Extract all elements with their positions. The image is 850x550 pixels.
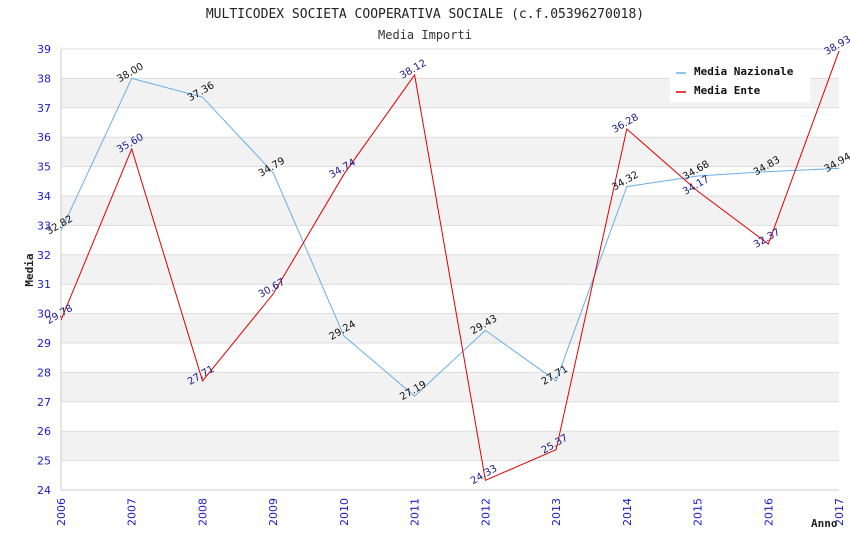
- y-tick-label: 36: [37, 131, 51, 144]
- y-tick-label: 27: [37, 396, 51, 409]
- plot-bands: [61, 78, 839, 461]
- y-tick-label: 37: [37, 102, 51, 115]
- x-tick-label: 2006: [55, 498, 68, 526]
- y-tick-label: 30: [37, 308, 51, 321]
- y-tick-label: 39: [37, 43, 51, 56]
- x-tick-label: 2016: [762, 498, 775, 526]
- x-tick-label: 2014: [621, 498, 634, 526]
- plot-band: [61, 372, 839, 402]
- y-tick-label: 34: [37, 190, 51, 203]
- y-tick-label: 29: [37, 337, 51, 350]
- y-tick-label: 24: [37, 484, 51, 497]
- y-tick-label: 28: [37, 366, 51, 379]
- x-tick-label: 2011: [409, 498, 422, 526]
- plot-axes: [60, 49, 839, 491]
- plot-band: [61, 431, 839, 461]
- x-tick-label: 2009: [267, 498, 280, 526]
- y-tick-label: 26: [37, 425, 51, 438]
- chart-title: MULTICODEX SOCIETA COOPERATIVA SOCIALE (…: [206, 7, 644, 22]
- y-tick-label: 38: [37, 72, 51, 85]
- y-tick-label: 25: [37, 455, 51, 468]
- plot-band: [61, 196, 839, 226]
- plot-band: [61, 137, 839, 167]
- x-tick-label: 2007: [126, 498, 139, 526]
- data-label: 24.33: [469, 463, 499, 487]
- x-tick-label: 2015: [692, 498, 705, 526]
- data-label: 32.82: [45, 214, 75, 238]
- legend: Media Nazionale Media Ente: [670, 62, 810, 102]
- y-axis-label: Media: [23, 253, 36, 286]
- x-tick-label: 2013: [550, 498, 563, 526]
- data-label: 38.93: [823, 34, 850, 58]
- legend-label-media-nazionale: Media Nazionale: [694, 65, 794, 78]
- x-tick-label: 2012: [479, 498, 492, 526]
- y-tick-label: 35: [37, 161, 51, 174]
- plot-band: [61, 313, 839, 343]
- chart-subtitle: Media Importi: [378, 28, 472, 42]
- legend-box: [670, 62, 810, 102]
- data-label: 32.37: [752, 227, 782, 251]
- x-tick-labels: 2006 2007 2008 2009 2010 2011 2012 2013 2014 2015…: [55, 498, 846, 526]
- legend-label-media-ente: Media Ente: [694, 84, 761, 97]
- series-lines: [60, 50, 840, 482]
- y-tick-label: 33: [37, 219, 51, 232]
- x-tick-label: 2017: [833, 498, 846, 526]
- y-tick-label: 31: [37, 278, 51, 291]
- x-tick-label: 2008: [196, 498, 209, 526]
- y-tick-labels: 24 25 26 27 28 29 30 31 32 33 34 35 36 37 38 39: [37, 43, 51, 497]
- data-label: 36.28: [610, 112, 640, 136]
- series-line-media-ente: [60, 50, 840, 482]
- x-tick-label: 2010: [338, 498, 351, 526]
- y-tick-label: 32: [37, 249, 51, 262]
- series-line-media-nazionale: [60, 77, 840, 397]
- x-axis-label: Anno: [811, 517, 838, 530]
